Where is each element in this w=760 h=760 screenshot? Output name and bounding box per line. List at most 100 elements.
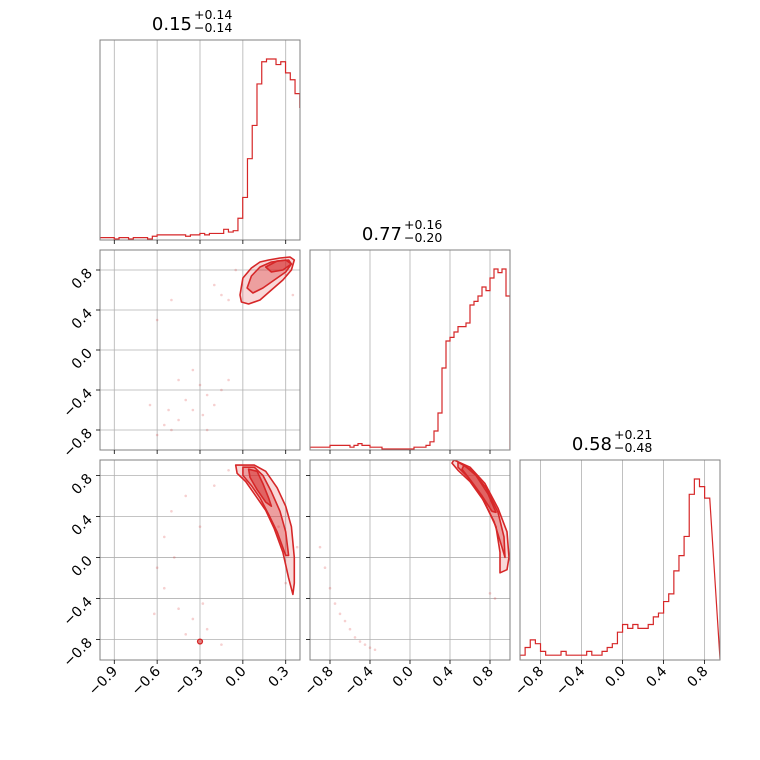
hist-panel-1-step xyxy=(310,268,510,450)
pair-panel-0-1-point-16 xyxy=(227,298,230,302)
hist-title-0: 0.15 +0.14−0.14 xyxy=(152,7,232,35)
pair-panel-1-2-point-13 xyxy=(368,646,372,649)
pair-panel-1-2-area xyxy=(310,460,510,660)
pair-panel-0-2-xtick-label-0: −0.9 xyxy=(86,664,121,699)
pair-panel-0-1-point-15 xyxy=(234,268,238,272)
hist-panel-2-xtick-label-2: 0.0 xyxy=(602,664,629,691)
pair-panel-0-1: −0.8 −0.4 0.0 0.4 0.8 xyxy=(60,249,301,461)
pair-panel-1-2-xtick-label-1: −0.4 xyxy=(341,663,376,698)
pair-panel-0-2-point-16 xyxy=(152,612,156,616)
hist-title-minus-1: −0.20 xyxy=(404,230,442,245)
pair-panel-1-2-xtick-label-0: −0.8 xyxy=(301,664,336,699)
pair-panel-0-2-point-7 xyxy=(184,494,188,498)
pair-panel-0-2-point-8 xyxy=(212,484,216,487)
pair-panel-0-2-point-17 xyxy=(172,556,176,559)
pair-panel-0-2-point-10 xyxy=(184,633,188,636)
hist-title-plus-1: +0.16 xyxy=(404,217,442,232)
pair-panel-0-1-ytick-label-4: 0.8 xyxy=(69,266,96,293)
pair-panel-0-1-point-6 xyxy=(162,423,166,427)
pair-panel-1-2-point-0 xyxy=(323,566,327,569)
pair-panel-0-2-point-14 xyxy=(227,468,230,472)
hist-panel-2-area xyxy=(520,460,720,660)
pair-panel-0-1-point-0 xyxy=(191,408,195,412)
hist-panel-2-xtick-label-1: −0.4 xyxy=(553,663,588,698)
pair-panel-1-2-point-2 xyxy=(338,612,342,616)
pair-panel-1-2-point-4 xyxy=(363,643,367,646)
hist-panel-1 xyxy=(309,249,511,454)
pair-panel-0-2: −0.9 −0.6 −0.3 0.0 0.3 −0.8 −0.4 0.0 0.4 0.8 xyxy=(60,459,301,699)
pair-panel-0-2-area xyxy=(100,460,300,660)
pair-panel-1-2: −0.8 −0.4 0.0 0.4 0.8 xyxy=(301,459,511,699)
pair-panel-0-2-point-1 xyxy=(191,617,195,621)
pair-panel-0-2-point-3 xyxy=(162,586,166,590)
pair-panel-0-1-point-7 xyxy=(184,398,188,402)
pair-panel-0-1-point-12 xyxy=(155,318,159,322)
pair-panel-0-1-ytick-label-3: 0.4 xyxy=(69,305,96,332)
pair-panel-1-2-contour-2 xyxy=(461,464,497,514)
pair-panel-0-1-point-18 xyxy=(291,293,295,297)
hist-panel-2-xtick-label-3: 0.4 xyxy=(643,663,670,690)
pair-panel-0-1-area xyxy=(100,250,300,450)
pair-panel-1-2-point-7 xyxy=(353,636,357,639)
pair-panel-0-2-xtick-label-4: 0.3 xyxy=(265,664,292,691)
pair-panel-0-2-xtick-label-1: −0.6 xyxy=(129,663,164,698)
hist-title-plus-0: +0.14 xyxy=(194,7,232,22)
pair-panel-1-2-point-9 xyxy=(493,597,497,600)
pair-panel-0-2-contour-1 xyxy=(242,466,290,557)
pair-panel-0-2-point-11 xyxy=(220,643,223,646)
pair-panel-0-2-contour-0 xyxy=(234,464,296,596)
pair-panel-0-1-point-17 xyxy=(212,283,216,287)
pair-panel-0-2-point-19 xyxy=(295,545,299,549)
pair-panel-1-2-point-8 xyxy=(488,592,492,595)
pair-panel-0-2-point-4 xyxy=(155,566,159,569)
pair-panel-0-2-contour-2 xyxy=(247,468,273,508)
pair-panel-1-2-point-5 xyxy=(373,648,377,652)
hist-panel-2-xtick-label-4: 0.8 xyxy=(684,664,711,691)
hist-title-minus-2: −0.48 xyxy=(614,440,652,455)
pair-panel-0-1-point-4 xyxy=(177,418,180,422)
pair-panel-0-1-point-20 xyxy=(191,368,195,372)
hist-title-median-2: 0.58 xyxy=(572,434,612,455)
pair-panel-0-1-point-24 xyxy=(148,403,152,407)
hist-title-1: 0.77 +0.16−0.20 xyxy=(362,217,442,245)
hist-title-median-1: 0.77 xyxy=(362,224,402,245)
pair-panel-0-2-outlier-contour xyxy=(196,638,204,645)
pair-panel-0-2-ytick-label-4: 0.8 xyxy=(69,471,96,498)
pair-panel-0-1-point-14 xyxy=(220,293,223,297)
pair-panel-0-2-point-6 xyxy=(170,509,173,513)
hist-title-minus-0: −0.14 xyxy=(194,20,232,35)
pair-panel-0-2-point-0 xyxy=(198,640,202,643)
pair-panel-0-1-point-3 xyxy=(198,383,202,387)
pair-panel-0-1-point-10 xyxy=(155,433,159,437)
pair-panel-1-2-xtick-label-3: 0.4 xyxy=(430,663,457,690)
pair-panel-1-2-point-1 xyxy=(328,586,332,590)
pair-panel-0-2-point-9 xyxy=(205,627,209,631)
pair-panel-1-2-xtick-label-2: 0.0 xyxy=(390,664,417,691)
pair-panel-0-1-point-5 xyxy=(170,428,173,432)
pair-panel-0-1-point-13 xyxy=(170,298,173,302)
pair-panel-0-1-ytick-label-2: 0.0 xyxy=(69,346,96,373)
pair-panel-1-2-point-12 xyxy=(358,640,362,643)
pair-panel-0-1-ytick-label-1: −0.4 xyxy=(60,385,95,420)
pair-panel-1-2-point-10 xyxy=(318,545,322,549)
hist-title-plus-2: +0.21 xyxy=(614,427,652,442)
pair-panel-0-2-point-12 xyxy=(284,581,288,585)
pair-panel-1-2-xtick-label-4: 0.8 xyxy=(470,664,497,691)
pair-panel-0-2-xtick-label-3: 0.0 xyxy=(223,664,250,691)
hist-panel-0-step xyxy=(100,58,300,240)
pair-panel-0-1-contour-2 xyxy=(264,259,293,273)
pair-panel-0-1-point-2 xyxy=(212,403,216,407)
hist-title-median-0: 0.15 xyxy=(152,14,192,35)
pair-panel-0-2-xtick-label-2: −0.3 xyxy=(171,664,206,699)
pair-panel-0-2-ytick-label-2: 0.0 xyxy=(69,553,96,580)
pair-panel-0-2-ytick-label-3: 0.4 xyxy=(69,512,96,539)
hist-panel-1-area xyxy=(310,250,510,450)
pair-panel-0-1-point-9 xyxy=(201,413,205,417)
pair-panel-0-2-point-2 xyxy=(177,607,180,611)
pair-panel-0-2-point-5 xyxy=(162,535,166,539)
hist-title-2: 0.58 +0.21−0.48 xyxy=(572,427,652,455)
pair-panel-0-1-point-21 xyxy=(177,378,180,382)
hist-panel-2-frame xyxy=(519,459,721,661)
pair-panel-0-1-point-11 xyxy=(167,408,170,412)
pair-panel-1-2-point-11 xyxy=(343,619,347,623)
